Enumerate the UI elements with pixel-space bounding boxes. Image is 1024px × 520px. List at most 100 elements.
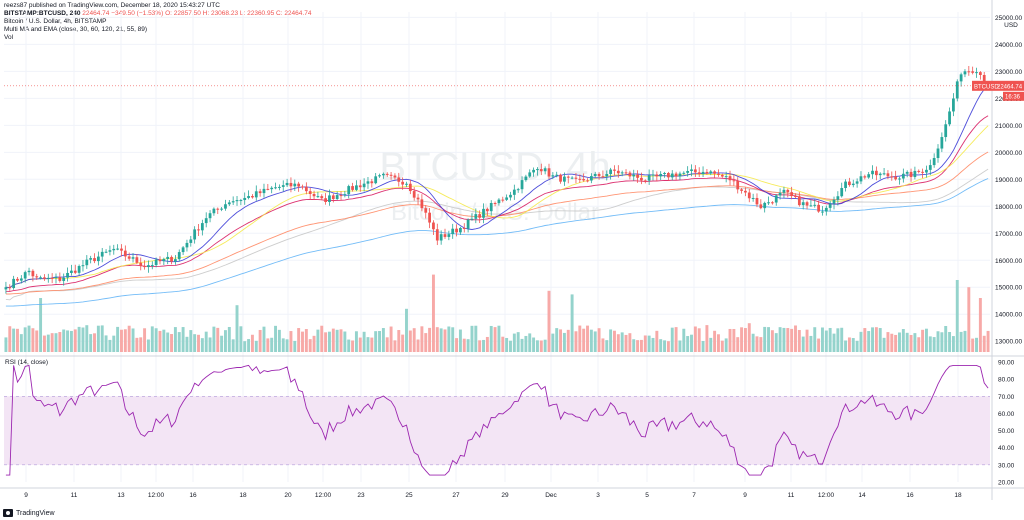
candle	[516, 189, 520, 191]
volume-bar	[986, 330, 990, 352]
volume-bar	[73, 329, 77, 352]
volume-bar	[281, 338, 285, 352]
volume-bar	[559, 329, 563, 352]
candle	[96, 256, 100, 262]
time-tick-label: 12:00	[315, 492, 332, 499]
volume-bar	[120, 329, 123, 352]
candle	[278, 186, 281, 188]
volume-bar	[497, 325, 501, 352]
volume-bar	[928, 336, 932, 352]
candle	[212, 208, 216, 214]
rsi-tick-label: 50.00	[998, 428, 1015, 435]
candle	[967, 71, 971, 73]
volume-bar	[274, 325, 277, 352]
volume-bar	[123, 329, 127, 352]
volume-bar	[58, 332, 62, 352]
candle	[786, 189, 790, 193]
candle	[543, 168, 547, 172]
candle	[701, 171, 705, 175]
candle	[901, 173, 905, 179]
candle	[693, 169, 697, 173]
candle	[416, 197, 420, 200]
time-tick-label: 16	[189, 492, 197, 499]
candle	[978, 72, 982, 75]
candle	[112, 248, 116, 251]
currency-label: USD	[1004, 22, 1018, 29]
candle	[247, 196, 250, 198]
volume-bar	[674, 327, 678, 352]
volume-bar	[901, 329, 905, 352]
volume-bar	[474, 325, 478, 352]
candle	[555, 174, 559, 176]
price-tick-label: 24000.00	[995, 42, 1022, 49]
volume-bar	[408, 330, 412, 352]
candle	[435, 229, 439, 241]
volume-bar	[316, 329, 320, 352]
candle	[747, 192, 751, 199]
candle	[547, 168, 551, 177]
candle	[536, 169, 539, 171]
volume-bar	[327, 331, 331, 352]
volume-bar	[285, 339, 289, 352]
volume-bar	[817, 338, 821, 352]
volume-bar	[836, 328, 840, 352]
volume-bar	[4, 337, 8, 352]
candle	[166, 256, 170, 259]
candle	[316, 196, 320, 198]
volume-bar	[158, 330, 162, 352]
candle	[147, 265, 150, 268]
candle	[971, 71, 975, 73]
volume-bar	[755, 336, 759, 352]
candle	[813, 204, 817, 206]
candle	[790, 192, 794, 197]
volume-bar	[863, 328, 867, 352]
candle	[385, 173, 389, 175]
volume-bar	[35, 330, 39, 352]
candle	[570, 177, 574, 179]
candle	[732, 180, 736, 182]
candle	[651, 174, 655, 176]
candle	[285, 182, 289, 186]
candle	[663, 172, 666, 174]
candle	[35, 276, 39, 278]
volume-bar	[343, 331, 347, 352]
volume-bar	[77, 326, 81, 352]
time-tick-label: 9	[743, 492, 747, 499]
candle	[936, 148, 940, 159]
volume-bar	[447, 326, 451, 352]
candle	[628, 172, 632, 177]
volume-bar	[31, 328, 35, 352]
candle	[601, 176, 605, 178]
candle	[135, 257, 139, 263]
volume-bar	[185, 336, 189, 352]
candle	[297, 183, 301, 187]
candle	[509, 194, 512, 198]
time-tick-label: 14	[858, 492, 866, 499]
time-tick-label: 25	[405, 492, 413, 499]
candle	[424, 208, 428, 213]
volume-bar	[243, 341, 247, 352]
volume-bar	[331, 328, 335, 352]
volume-bar	[385, 337, 389, 352]
candle	[23, 272, 27, 279]
candle	[613, 169, 616, 171]
candle	[563, 176, 566, 182]
volume-bar	[647, 335, 651, 352]
volume-bar	[116, 326, 120, 352]
candle	[597, 173, 601, 177]
candle	[324, 198, 327, 202]
candle	[705, 171, 709, 174]
candle	[181, 247, 185, 253]
candle	[466, 219, 470, 229]
volume-bar	[921, 329, 925, 352]
footer-brand: TradingView	[16, 509, 55, 517]
time-tick-label: 27	[452, 492, 460, 499]
candle	[304, 186, 308, 192]
candle	[116, 248, 120, 250]
volume-bar	[693, 326, 697, 352]
candle	[801, 202, 805, 206]
volume-bar	[135, 337, 139, 352]
volume-bar	[924, 328, 928, 352]
candle	[532, 169, 535, 173]
